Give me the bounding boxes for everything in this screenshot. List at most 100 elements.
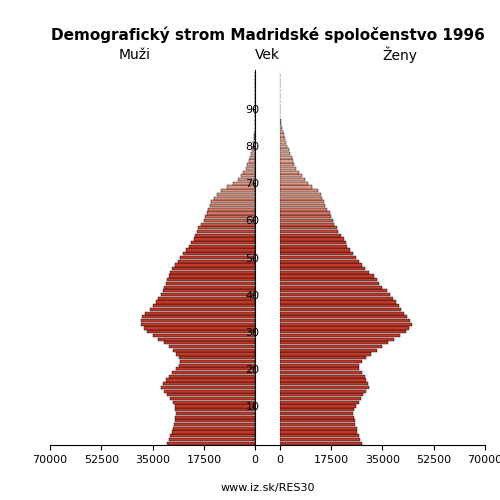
Bar <box>280 189 318 192</box>
Bar <box>280 245 347 248</box>
Bar <box>280 342 388 344</box>
Bar <box>238 178 255 181</box>
Bar <box>176 352 255 356</box>
Bar <box>186 248 255 252</box>
Bar <box>280 420 354 422</box>
Text: Vek: Vek <box>255 48 280 62</box>
Bar <box>176 412 255 415</box>
Bar <box>280 356 366 360</box>
Bar <box>280 256 356 259</box>
Bar <box>280 330 406 334</box>
Bar <box>280 186 312 188</box>
Bar <box>280 297 392 300</box>
Bar <box>280 241 346 244</box>
Bar <box>280 438 360 441</box>
Bar <box>206 215 255 218</box>
Bar <box>280 382 368 386</box>
Bar <box>280 134 283 136</box>
Bar <box>176 368 255 370</box>
Text: www.iz.sk/RES30: www.iz.sk/RES30 <box>220 482 315 492</box>
Bar <box>280 348 376 352</box>
Bar <box>198 226 255 230</box>
Bar <box>196 230 255 233</box>
Bar <box>280 442 362 444</box>
Bar <box>180 360 255 363</box>
Bar <box>280 326 409 330</box>
Bar <box>280 345 382 348</box>
Bar <box>280 434 359 438</box>
Bar <box>280 282 380 285</box>
Bar <box>280 371 362 374</box>
Bar <box>244 170 255 173</box>
Bar <box>280 334 400 337</box>
Bar <box>166 378 255 382</box>
Bar <box>280 400 359 404</box>
Bar <box>280 386 369 389</box>
Bar <box>172 371 255 374</box>
Bar <box>280 352 370 356</box>
Bar <box>168 278 255 281</box>
Bar <box>280 196 322 200</box>
Bar <box>204 219 255 222</box>
Bar <box>280 204 325 207</box>
Bar <box>228 186 255 188</box>
Bar <box>180 256 255 259</box>
Bar <box>280 404 356 407</box>
Bar <box>280 416 353 418</box>
Bar <box>141 323 255 326</box>
Bar <box>280 122 281 126</box>
Bar <box>280 248 350 252</box>
Bar <box>280 378 366 382</box>
Bar <box>179 356 255 360</box>
Bar <box>251 152 255 155</box>
Bar <box>280 300 396 304</box>
Bar <box>280 286 382 289</box>
Bar <box>178 260 255 263</box>
Bar <box>280 234 342 237</box>
Bar <box>280 390 366 392</box>
Bar <box>164 342 255 344</box>
Bar <box>240 174 255 178</box>
Bar <box>280 323 411 326</box>
Bar <box>280 430 357 434</box>
Bar <box>214 196 255 200</box>
Bar <box>146 312 255 315</box>
Bar <box>280 360 362 363</box>
Bar <box>184 252 255 256</box>
Bar <box>280 230 338 233</box>
Bar <box>172 267 255 270</box>
Bar <box>248 163 255 166</box>
Bar <box>164 286 255 289</box>
Bar <box>280 274 374 278</box>
Bar <box>254 130 255 133</box>
Bar <box>172 426 255 430</box>
Bar <box>280 374 365 378</box>
Bar <box>253 144 255 148</box>
Bar <box>166 282 255 285</box>
Bar <box>156 300 255 304</box>
Bar <box>222 189 255 192</box>
Bar <box>194 238 255 240</box>
Bar <box>280 364 359 367</box>
Bar <box>280 167 296 170</box>
Bar <box>280 316 407 318</box>
Bar <box>179 364 255 367</box>
Bar <box>246 167 255 170</box>
Bar <box>158 297 255 300</box>
Bar <box>280 215 331 218</box>
Bar <box>163 382 255 386</box>
Bar <box>211 200 255 203</box>
Bar <box>280 308 402 311</box>
Bar <box>280 212 330 214</box>
Bar <box>280 397 361 400</box>
Text: Demografický strom Madridské spoločenstvo 1996: Demografický strom Madridské spoločenstv… <box>50 26 484 44</box>
Bar <box>176 416 255 418</box>
Bar <box>280 304 398 308</box>
Bar <box>189 245 255 248</box>
Bar <box>280 170 299 173</box>
Bar <box>280 208 326 211</box>
Bar <box>168 394 255 396</box>
Bar <box>280 152 290 155</box>
Bar <box>280 178 304 181</box>
Bar <box>280 182 307 185</box>
